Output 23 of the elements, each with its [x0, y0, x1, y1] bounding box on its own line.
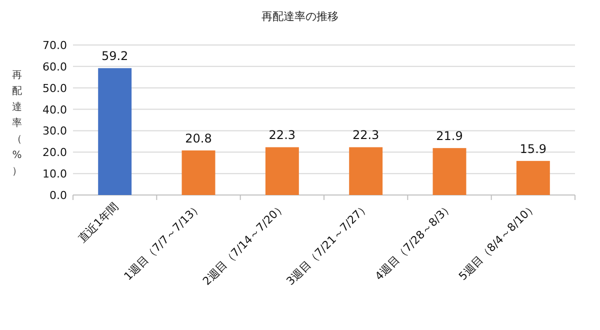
bar [182, 150, 216, 195]
y-axis-title: 再配達率（%） [12, 70, 22, 177]
x-tick-label: 直近1年間 [76, 200, 121, 246]
bar [98, 68, 132, 195]
y-tick-label: 0.0 [50, 189, 67, 202]
y-tick-label: 50.0 [42, 82, 67, 95]
y-tick-label: 10.0 [42, 168, 67, 181]
y-tick-label: 40.0 [42, 103, 67, 116]
bar [265, 147, 299, 195]
bar [432, 148, 466, 195]
data-label: 22.3 [268, 128, 296, 142]
data-label: 15.9 [520, 142, 547, 156]
chart-title: 再配達率の推移 [262, 10, 338, 23]
bar [349, 147, 383, 195]
y-tick-label: 20.0 [42, 146, 67, 160]
data-label: 21.9 [436, 129, 463, 144]
bar [516, 160, 550, 195]
y-tick-label: 60.0 [42, 60, 67, 74]
data-label: 22.3 [352, 128, 380, 142]
data-label: 59.2 [101, 49, 128, 64]
y-tick-label: 30.0 [42, 124, 67, 138]
data-label: 20.8 [185, 131, 212, 146]
y-tick-label: 70.0 [42, 39, 67, 52]
